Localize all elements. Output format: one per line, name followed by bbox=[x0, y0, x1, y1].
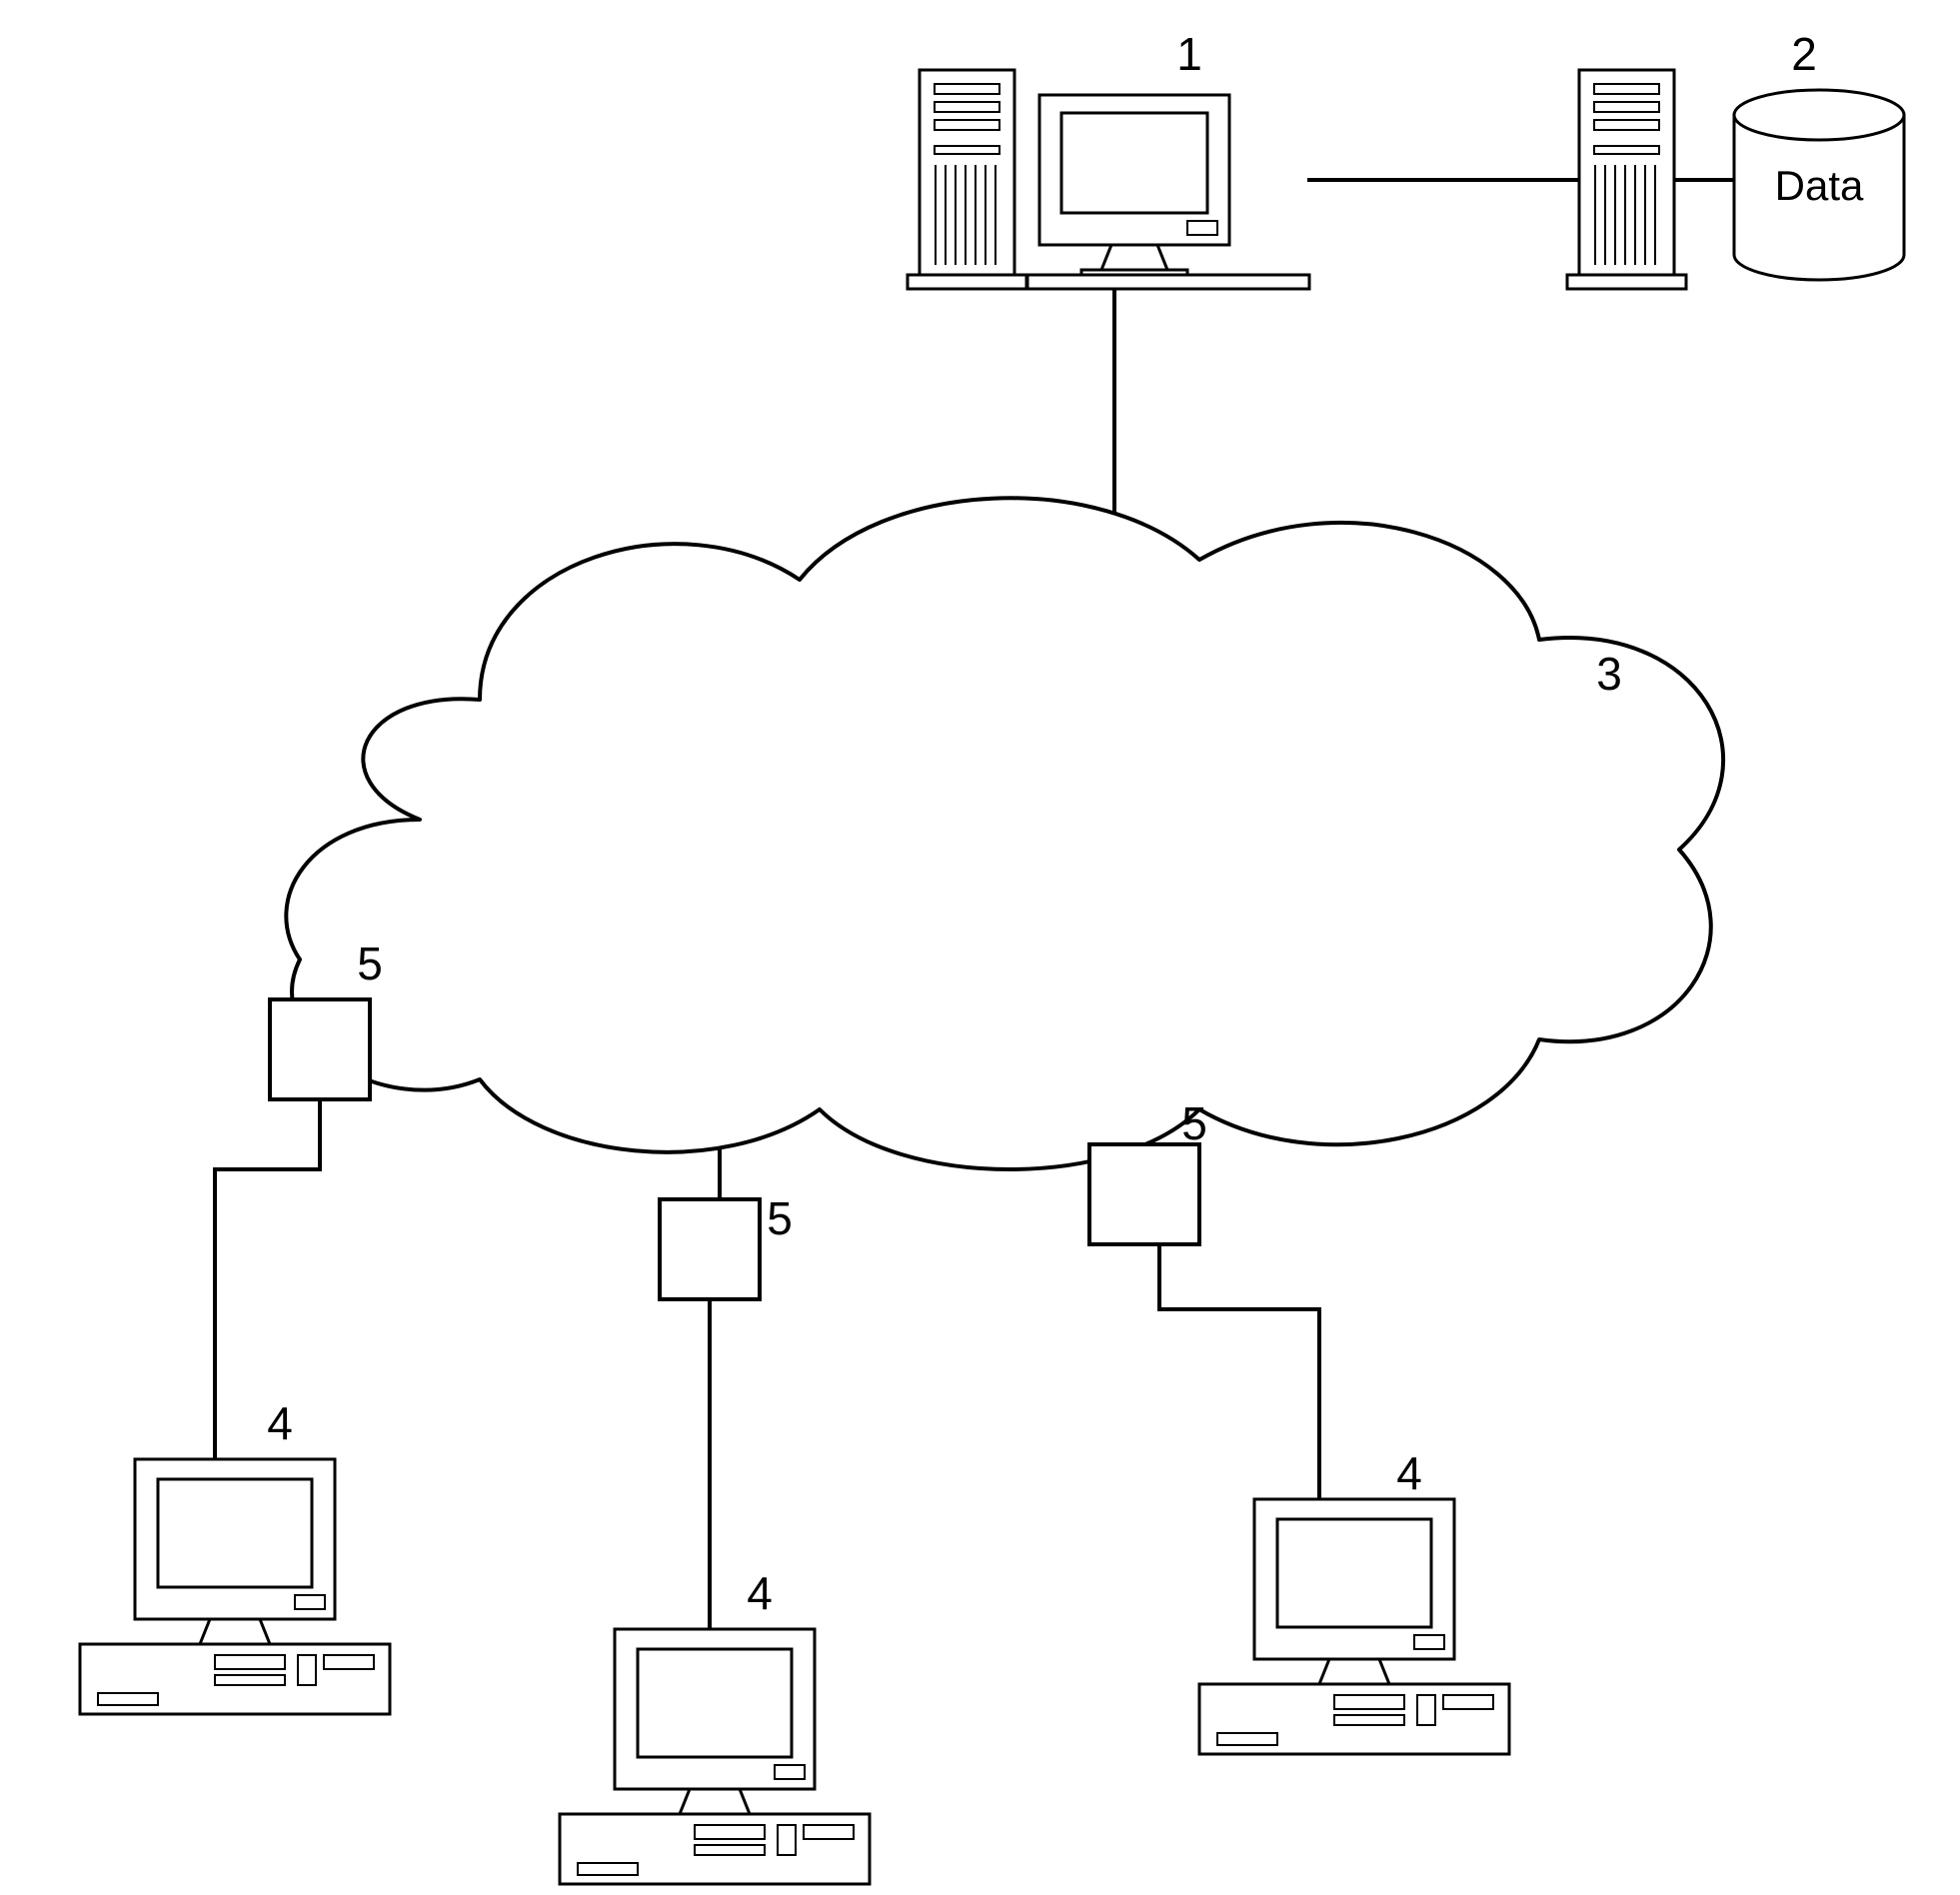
label-modem_b: 5 bbox=[767, 1192, 793, 1244]
label-modem_c: 5 bbox=[1181, 1097, 1207, 1149]
label-cloud: 3 bbox=[1596, 648, 1622, 700]
label-client_a: 4 bbox=[267, 1397, 293, 1449]
modem-a-icon bbox=[270, 999, 370, 1099]
main-server-icon bbox=[908, 70, 1309, 289]
server-base bbox=[1027, 275, 1309, 289]
server-tower-icon bbox=[908, 70, 1026, 289]
database-icon: Data bbox=[1734, 90, 1904, 280]
client-pc-a-icon bbox=[80, 1459, 390, 1714]
link-modem-c-to-client-c bbox=[1159, 1244, 1319, 1499]
network-cloud-icon bbox=[286, 498, 1723, 1169]
client-pc-c-icon bbox=[1199, 1499, 1509, 1754]
label-data_server: 2 bbox=[1791, 28, 1817, 80]
label-client_b: 4 bbox=[747, 1567, 773, 1619]
client-pc-b-icon bbox=[560, 1629, 870, 1884]
modem-c-icon bbox=[1089, 1144, 1199, 1244]
database-label: Data bbox=[1775, 162, 1864, 209]
label-server: 1 bbox=[1176, 28, 1202, 80]
label-client_c: 4 bbox=[1396, 1447, 1422, 1499]
server-monitor-icon bbox=[1039, 95, 1229, 284]
modem-b-icon bbox=[660, 1199, 760, 1299]
label-modem_a: 5 bbox=[357, 938, 383, 989]
data-server-tower-icon bbox=[1567, 70, 1686, 289]
